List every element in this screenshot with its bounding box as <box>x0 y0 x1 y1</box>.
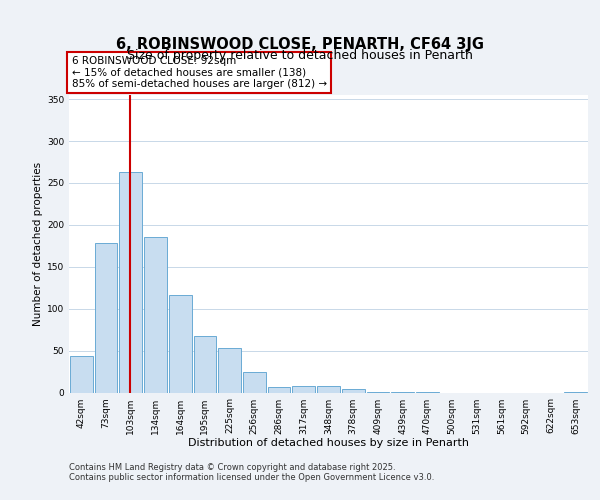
Bar <box>292 386 315 392</box>
Text: Contains public sector information licensed under the Open Government Licence v3: Contains public sector information licen… <box>69 474 434 482</box>
X-axis label: Distribution of detached houses by size in Penarth: Distribution of detached houses by size … <box>188 438 469 448</box>
Bar <box>70 356 93 393</box>
Y-axis label: Number of detached properties: Number of detached properties <box>33 162 43 326</box>
Bar <box>144 238 167 392</box>
Text: 6, ROBINSWOOD CLOSE, PENARTH, CF64 3JG: 6, ROBINSWOOD CLOSE, PENARTH, CF64 3JG <box>116 38 484 52</box>
Text: Contains HM Land Registry data © Crown copyright and database right 2025.: Contains HM Land Registry data © Crown c… <box>69 464 395 472</box>
Bar <box>119 172 142 392</box>
Bar <box>317 386 340 392</box>
Bar <box>194 336 216 392</box>
Bar <box>218 348 241 393</box>
Bar <box>169 296 191 392</box>
Text: 6 ROBINSWOOD CLOSE: 92sqm
← 15% of detached houses are smaller (138)
85% of semi: 6 ROBINSWOOD CLOSE: 92sqm ← 15% of detac… <box>71 56 327 89</box>
Bar <box>268 386 290 392</box>
Bar <box>243 372 266 392</box>
Bar <box>342 389 365 392</box>
Bar <box>95 244 118 392</box>
Text: Size of property relative to detached houses in Penarth: Size of property relative to detached ho… <box>127 50 473 62</box>
